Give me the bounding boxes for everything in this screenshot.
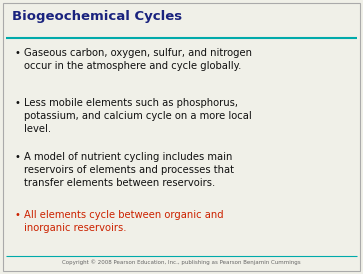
Text: •: •: [14, 98, 20, 108]
Text: Less mobile elements such as phosphorus,
potassium, and calcium cycle on a more : Less mobile elements such as phosphorus,…: [24, 98, 252, 134]
Text: Biogeochemical Cycles: Biogeochemical Cycles: [12, 10, 182, 23]
Text: Gaseous carbon, oxygen, sulfur, and nitrogen
occur in the atmosphere and cycle g: Gaseous carbon, oxygen, sulfur, and nitr…: [24, 48, 252, 71]
Text: •: •: [14, 210, 20, 220]
FancyBboxPatch shape: [3, 3, 360, 271]
Text: •: •: [14, 48, 20, 58]
Text: •: •: [14, 152, 20, 162]
Text: A model of nutrient cycling includes main
reservoirs of elements and processes t: A model of nutrient cycling includes mai…: [24, 152, 234, 188]
Text: All elements cycle between organic and
inorganic reservoirs.: All elements cycle between organic and i…: [24, 210, 224, 233]
Text: Copyright © 2008 Pearson Education, Inc., publishing as Pearson Benjamin Cumming: Copyright © 2008 Pearson Education, Inc.…: [62, 259, 300, 265]
